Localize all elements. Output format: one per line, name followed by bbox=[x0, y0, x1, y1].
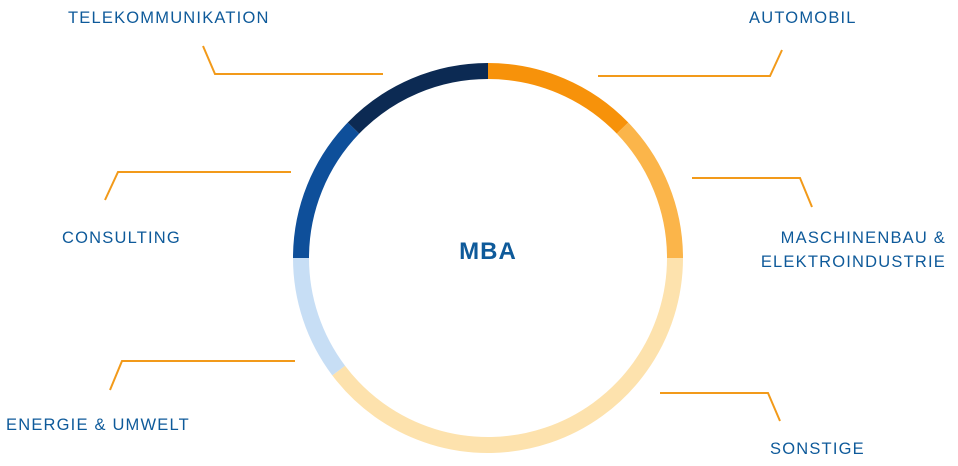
leader-line-energie bbox=[109, 360, 295, 391]
label-telekommunikation: TELEKOMMUNIKATION bbox=[68, 9, 270, 27]
label-energie-umwelt: ENERGIE & UMWELT bbox=[6, 416, 190, 434]
leader-line-maschinenbau bbox=[692, 177, 813, 208]
ring-segment-automobil bbox=[487, 63, 629, 134]
label-automobil: AUTOMOBIL bbox=[749, 9, 857, 27]
segment-ring bbox=[293, 63, 683, 453]
leader-line-telekommunikation bbox=[202, 45, 383, 75]
ring-segment-telekommunikation bbox=[347, 63, 489, 134]
label-maschinenbau-line1: MASCHINENBAU & bbox=[780, 229, 946, 247]
ring-segment-consulting bbox=[293, 122, 360, 259]
center-title: MBA bbox=[459, 238, 517, 265]
leader-lines bbox=[104, 45, 813, 422]
ring-segment-maschinenbau bbox=[616, 122, 683, 259]
label-maschinenbau-line2: ELEKTROINDUSTRIE bbox=[760, 253, 946, 271]
leader-line-consulting bbox=[104, 171, 291, 201]
label-consulting: CONSULTING bbox=[62, 229, 181, 247]
ring-segment-energie bbox=[293, 257, 346, 376]
leader-line-sonstige bbox=[660, 392, 781, 422]
leader-line-automobil bbox=[598, 49, 783, 77]
ring-segment-sonstige bbox=[332, 257, 683, 453]
label-sonstige: SONSTIGE bbox=[770, 440, 865, 458]
